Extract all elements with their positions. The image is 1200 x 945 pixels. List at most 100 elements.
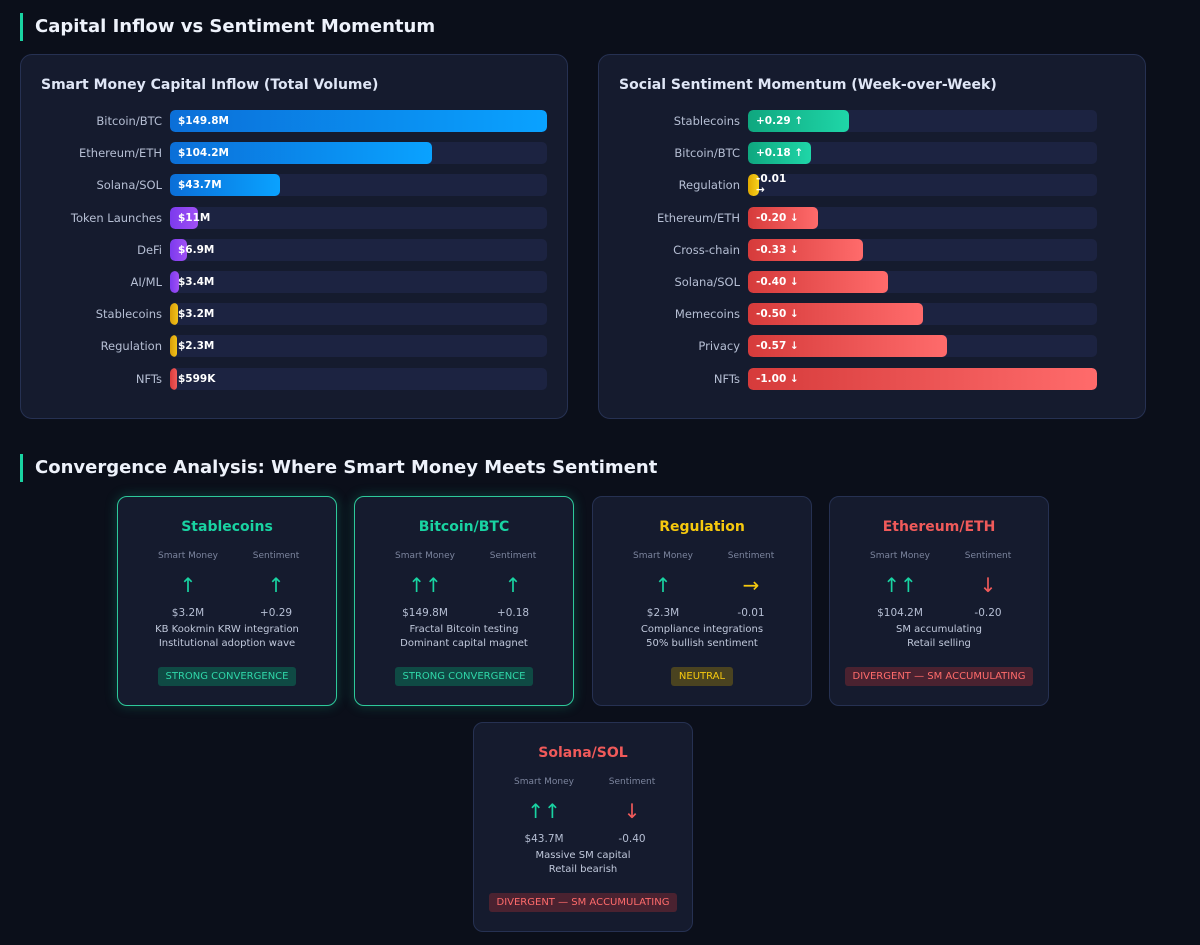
card-note-line: Fractal Bitcoin testing (409, 624, 519, 635)
status-badge-label: STRONG CONVERGENCE (157, 667, 297, 686)
bar-value-label: $104.2M (178, 147, 229, 160)
smart-money-column: Smart Money ↑ $2.3M (623, 549, 703, 619)
bar-row-nfts: NFTs $599K (21, 367, 567, 390)
bar-value-label: -0.20 ↓ (756, 211, 799, 224)
bar-row-ethereum-eth: Ethereum/ETH $104.2M (21, 142, 567, 165)
convergence-card-bitcoin-btc: Bitcoin/BTC Smart Money ↑↑ $149.8M Sentiment… (354, 496, 574, 706)
card-note-line: KB Kookmin KRW integration (155, 624, 299, 635)
bar-row-ethereum-eth: Ethereum/ETH -0.20 ↓ (599, 206, 1145, 229)
bar (170, 367, 177, 390)
bar-category-label: NFTs (135, 371, 162, 386)
bar-track: -1.00 ↓ (748, 367, 1097, 390)
status-badge-label: DIVERGENT — SM ACCUMULATING (488, 893, 678, 912)
bar (170, 206, 198, 229)
bar-category-label: Bitcoin/BTC (96, 114, 162, 128)
bar-value-label: -0.40 ↓ (756, 276, 799, 288)
sentiment-column: Sentiment ↓ -0.40 (592, 775, 672, 845)
sentiment-value: +0.18 (496, 607, 530, 619)
bar-track: $43.7M (170, 174, 547, 197)
sentiment-column: Sentiment → -0.01 (711, 549, 791, 619)
bar-row-solana-sol: Solana/SOL $43.7M (21, 174, 567, 197)
capital-inflow-panel: Smart Money Capital Inflow (Total Volume… (20, 54, 568, 419)
sentiment-header: Sentiment (964, 551, 1012, 561)
bar-value-label: $149.8M (178, 115, 229, 127)
bar-track: -0.50 ↓ (748, 303, 1097, 326)
card-note: KB Kookmin KRW integration Institutional … (118, 623, 336, 651)
bar-row-bitcoin-btc: Bitcoin/BTC +0.18 ↑ (599, 142, 1145, 165)
card-note-line: Dominant capital magnet (400, 638, 528, 649)
bar-track: -0.20 ↓ (748, 206, 1097, 229)
card-note: Compliance integrations 50% bullish senti… (593, 623, 811, 651)
bar-category-label: Solana/SOL (96, 178, 162, 193)
smart-money-column: Smart Money ↑↑ $104.2M (860, 549, 940, 619)
convergence-card-stablecoins: Stablecoins Smart Money ↑ $3.2M Sentiment ↑ +0… (117, 496, 337, 706)
bar-category-label: AI/ML (130, 275, 162, 289)
smart-money-value: $3.2M (171, 607, 205, 619)
bar-track: -0.33 ↓ (748, 238, 1097, 261)
bar-track: $3.4M (170, 271, 547, 293)
bar-track: $599K (170, 367, 547, 390)
sentiment-value: -0.01 (737, 607, 765, 619)
bar-value-label: -1.00 ↓ (756, 372, 799, 385)
smart-money-header: Smart Money (633, 551, 693, 561)
bar-track: +0.29 ↑ (748, 110, 1097, 132)
card-note: SM accumulating Retail selling (830, 623, 1048, 651)
sentiment-title: Social Sentiment Momentum (Week-over-Wee… (619, 77, 997, 93)
smart-money-arrow-icon: ↑ (654, 573, 672, 597)
smart-money-column: Smart Money ↑ $3.2M (148, 549, 228, 619)
bar-value-label: $43.7M (178, 179, 222, 192)
sentiment-value: -0.20 (974, 607, 1002, 619)
status-badge-label: STRONG CONVERGENCE (394, 667, 534, 686)
bar-track: +0.18 ↑ (748, 142, 1097, 165)
capital-inflow-title: Smart Money Capital Inflow (Total Volume… (41, 77, 379, 93)
card-title: Bitcoin/BTC (418, 519, 510, 535)
bar-row-regulation: Regulation -0.01 → (599, 174, 1145, 197)
bar-category-label: Cross-chain (673, 242, 740, 257)
bar-value-label: -0.57 ↓ (756, 340, 799, 353)
bar-value-label: $11M (178, 211, 211, 224)
bar-value-label: -0.01 → (756, 174, 787, 197)
card-title: Regulation (659, 519, 745, 535)
bar (748, 303, 923, 326)
sentiment-header: Sentiment (489, 551, 537, 561)
card-title: Solana/SOL (538, 745, 628, 761)
card-title: Stablecoins (181, 519, 273, 535)
smart-money-arrow-icon: ↑ (179, 573, 197, 597)
sentiment-column: Sentiment ↓ -0.20 (948, 549, 1028, 619)
sentiment-column: Sentiment ↑ +0.29 (236, 549, 316, 619)
card-note-line: Retail selling (907, 638, 971, 649)
bar-row-regulation: Regulation $2.3M (21, 335, 567, 358)
bar (170, 238, 188, 261)
bar-row-bitcoin-btc: Bitcoin/BTC $149.8M (21, 110, 567, 132)
card-note-line: Retail bearish (548, 864, 618, 875)
bar-value-label: $599K (178, 372, 216, 385)
bar-category-label: Ethereum/ETH (79, 146, 162, 161)
section-title-convergence: Convergence Analysis: Where Smart Money … (20, 454, 657, 482)
smart-money-value: $149.8M (402, 607, 448, 619)
bar (748, 142, 811, 165)
bar-row-cross-chain: Cross-chain -0.33 ↓ (599, 238, 1145, 261)
bar (748, 271, 888, 293)
bar (748, 206, 818, 229)
bar-value-label: -0.50 ↓ (756, 308, 799, 321)
bar-value-label: $6.9M (178, 243, 215, 256)
bar (748, 367, 1097, 390)
bar (748, 110, 850, 132)
bar-category-label: Bitcoin/BTC (674, 146, 740, 161)
bar-value-label: +0.18 ↑ (756, 147, 804, 160)
card-title: Ethereum/ETH (882, 519, 996, 535)
smart-money-arrow-icon: ↑↑ (883, 573, 917, 597)
sentiment-arrow-icon: ↓ (623, 799, 641, 823)
card-note-line: Compliance integrations (640, 624, 764, 635)
sentiment-header: Sentiment (608, 777, 656, 787)
smart-money-header: Smart Money (514, 777, 574, 787)
bar-track: $149.8M (170, 110, 547, 132)
bar (170, 303, 179, 326)
bar-value-label: -0.33 ↓ (756, 243, 799, 256)
bar (170, 271, 179, 293)
status-badge-label: NEUTRAL (670, 667, 734, 686)
card-note-line: SM accumulating (896, 624, 982, 635)
sentiment-header: Sentiment (252, 551, 300, 561)
smart-money-header: Smart Money (158, 551, 218, 561)
sentiment-arrow-icon: → (742, 573, 760, 597)
